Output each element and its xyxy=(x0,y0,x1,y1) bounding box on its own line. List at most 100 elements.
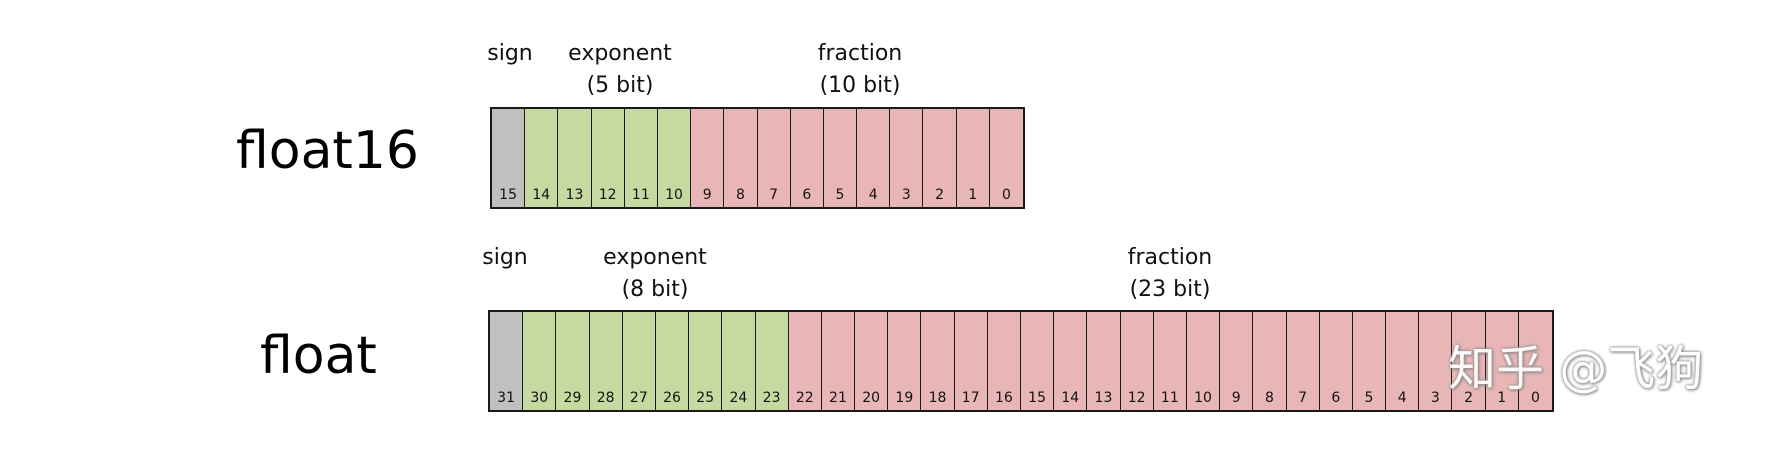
float16-exponent-size: (5 bit) xyxy=(586,73,654,98)
bit-cell-exponent: 29 xyxy=(556,312,590,410)
bit-number: 14 xyxy=(1061,390,1080,406)
float16-exponent-label: exponent (5 bit) xyxy=(540,38,700,102)
bit-number: 10 xyxy=(665,187,683,203)
bit-number: 30 xyxy=(530,390,549,406)
float-sign-label-text: sign xyxy=(482,245,528,270)
bit-number: 13 xyxy=(1094,390,1113,406)
bit-number: 21 xyxy=(829,390,847,406)
bit-cell-fraction: 22 xyxy=(788,312,822,410)
bit-cell-fraction: 2 xyxy=(1452,312,1486,410)
bit-number: 11 xyxy=(631,187,650,203)
bit-cell-exponent: 11 xyxy=(624,109,658,207)
bit-cell-fraction: 17 xyxy=(954,312,988,410)
bit-cell-fraction: 1 xyxy=(956,109,990,207)
bit-number: 9 xyxy=(702,187,712,203)
float-fraction-label: fraction (23 bit) xyxy=(1100,242,1240,306)
bit-number: 31 xyxy=(497,390,515,406)
bit-number: 17 xyxy=(961,390,980,406)
bit-cell-exponent: 27 xyxy=(622,312,656,410)
float-exponent-label: exponent (8 bit) xyxy=(575,242,735,306)
bit-number: 29 xyxy=(563,390,582,406)
bit-number: 23 xyxy=(762,390,781,406)
bit-cell-exponent: 28 xyxy=(589,312,623,410)
bit-number: 20 xyxy=(862,390,881,406)
bit-cell-fraction: 16 xyxy=(987,312,1021,410)
bit-cell-fraction: 5 xyxy=(823,109,858,207)
bit-number: 11 xyxy=(1160,390,1179,406)
bit-number: 24 xyxy=(729,390,748,406)
float-fraction-label-text: fraction xyxy=(1127,245,1213,270)
bit-number: 5 xyxy=(1364,390,1374,406)
bit-cell-fraction: 8 xyxy=(724,109,758,207)
bit-number: 2 xyxy=(935,187,944,203)
float16-title: float16 xyxy=(236,121,419,181)
bit-number: 5 xyxy=(835,187,845,203)
bit-number: 25 xyxy=(696,390,715,406)
bit-cell-fraction: 0 xyxy=(1518,312,1552,410)
bit-number: 28 xyxy=(596,390,615,406)
bit-number: 1 xyxy=(1497,390,1507,406)
bit-cell-fraction: 0 xyxy=(989,109,1023,207)
bit-cell-fraction: 9 xyxy=(1220,312,1254,410)
bit-number: 12 xyxy=(1127,390,1146,406)
bit-number: 22 xyxy=(795,390,814,406)
bit-number: 7 xyxy=(1298,390,1308,406)
bit-number: 13 xyxy=(565,187,584,203)
bit-number: 26 xyxy=(663,390,681,406)
bit-cell-fraction: 18 xyxy=(921,312,955,410)
bit-cell-fraction: 6 xyxy=(1319,312,1353,410)
bit-number: 4 xyxy=(868,187,878,203)
bit-cell-fraction: 4 xyxy=(1386,312,1420,410)
bit-cell-fraction: 19 xyxy=(888,312,922,410)
float-exponent-size: (8 bit) xyxy=(621,277,689,302)
float16-sign-label: sign xyxy=(480,38,540,70)
bit-cell-exponent: 24 xyxy=(722,312,756,410)
bit-cell-exponent: 25 xyxy=(689,312,723,410)
bit-number: 14 xyxy=(532,187,551,203)
bit-number: 27 xyxy=(629,390,648,406)
bit-cell-fraction: 3 xyxy=(1419,312,1453,410)
bit-cell-fraction: 7 xyxy=(757,109,791,207)
float16-sign-label-text: sign xyxy=(487,41,533,66)
float-bit-layout: 31 30 29 28 27 26 25 24 23 22 21 20 19 18 17 16 15 14 13 12… xyxy=(488,310,1554,412)
bit-number: 6 xyxy=(802,187,812,203)
bit-number: 4 xyxy=(1397,390,1407,406)
bit-number: 3 xyxy=(901,187,911,203)
bit-number: 3 xyxy=(1430,390,1440,406)
bit-number: 8 xyxy=(735,187,745,203)
bit-number: 12 xyxy=(598,187,617,203)
float16-exponent-label-text: exponent xyxy=(568,41,672,66)
bit-cell-exponent: 14 xyxy=(525,109,559,207)
bit-cell-fraction: 4 xyxy=(857,109,891,207)
bit-cell-fraction: 12 xyxy=(1120,312,1154,410)
float16-bit-layout: 15 14 13 12 11 10 9 8 7 6 5 4 3 2 1 0 xyxy=(490,107,1025,209)
bit-number: 9 xyxy=(1231,390,1241,406)
bit-cell-fraction: 6 xyxy=(790,109,824,207)
bit-number: 15 xyxy=(1028,390,1046,406)
bit-number: 0 xyxy=(1530,390,1540,406)
bit-cell-fraction: 21 xyxy=(821,312,856,410)
bit-number: 15 xyxy=(499,187,517,203)
bit-number: 2 xyxy=(1464,390,1473,406)
bit-cell-fraction: 15 xyxy=(1021,312,1055,410)
bit-cell-sign: 15 xyxy=(492,109,526,207)
bit-cell-fraction: 2 xyxy=(923,109,957,207)
bit-number: 19 xyxy=(895,390,914,406)
bit-cell-fraction: 20 xyxy=(855,312,889,410)
bit-cell-fraction: 13 xyxy=(1087,312,1121,410)
float16-fraction-size: (10 bit) xyxy=(819,73,901,98)
bit-cell-sign: 31 xyxy=(490,312,524,410)
bit-cell-fraction: 9 xyxy=(691,109,725,207)
bit-number: 6 xyxy=(1331,390,1341,406)
float16-fraction-label: fraction (10 bit) xyxy=(790,38,930,102)
bit-cell-exponent: 10 xyxy=(657,109,692,207)
bit-cell-fraction: 8 xyxy=(1253,312,1287,410)
bit-cell-fraction: 3 xyxy=(890,109,924,207)
float-fraction-size: (23 bit) xyxy=(1129,277,1211,302)
bit-cell-fraction: 10 xyxy=(1186,312,1221,410)
bit-cell-fraction: 14 xyxy=(1054,312,1088,410)
bit-cell-exponent: 12 xyxy=(591,109,625,207)
bit-number: 16 xyxy=(994,390,1013,406)
float-sign-label: sign xyxy=(475,242,535,274)
bit-cell-exponent: 23 xyxy=(755,312,789,410)
